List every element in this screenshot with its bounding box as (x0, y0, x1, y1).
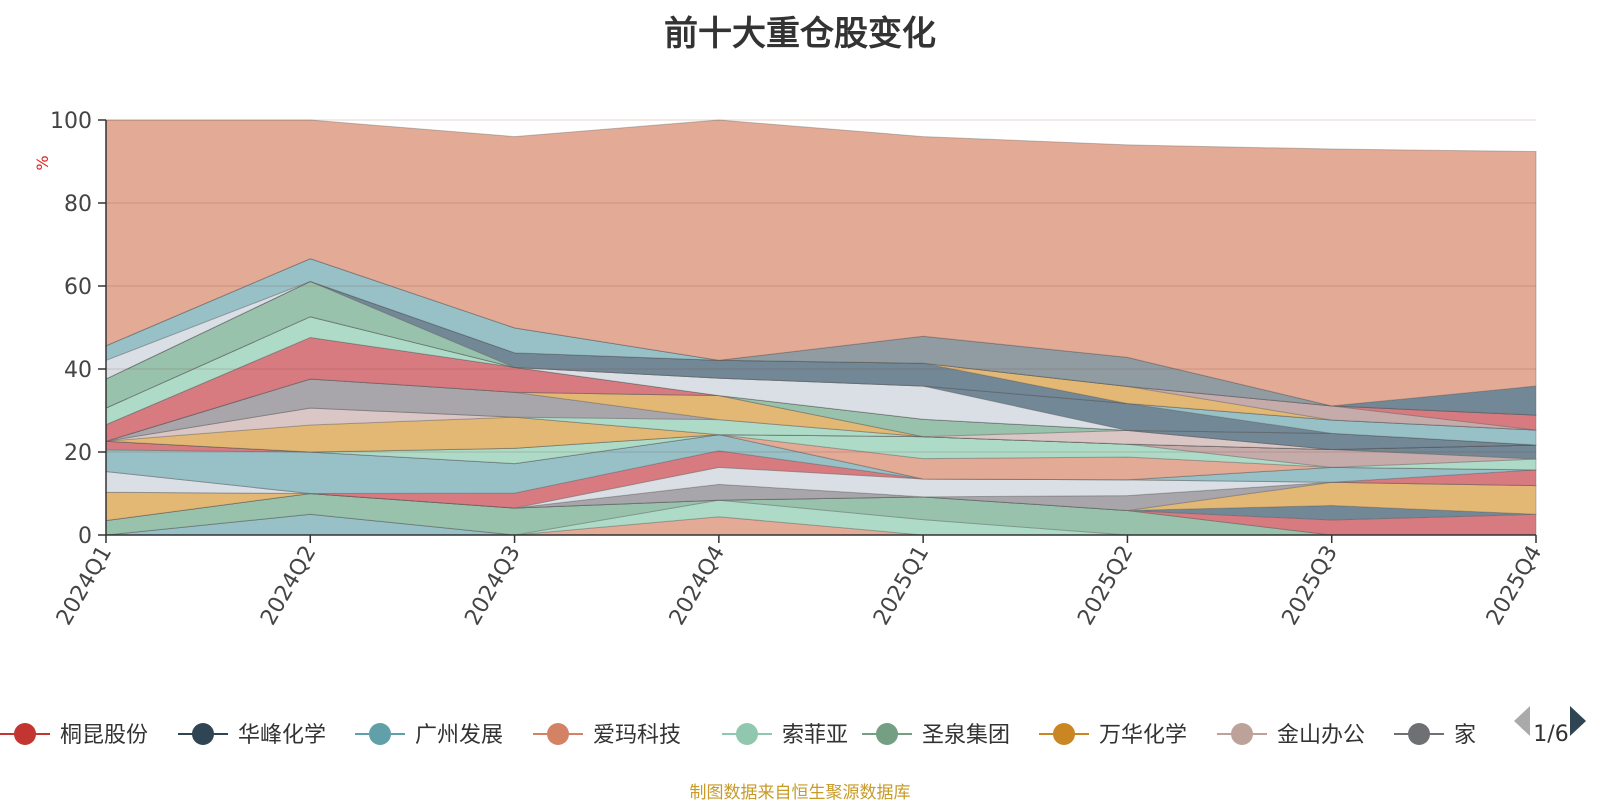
legend-item[interactable]: 圣泉集团 (862, 723, 1010, 748)
y-tick-label: 60 (64, 275, 92, 300)
x-tick-label: 2024Q4 (665, 542, 730, 630)
x-tick-label: 2024Q3 (460, 542, 525, 630)
legend-item[interactable]: 万华化学 (1039, 723, 1187, 748)
axes (105, 120, 1536, 536)
area-series-38 (105, 258, 1537, 416)
legend-marker-icon (369, 723, 391, 745)
legend-marker-icon (547, 723, 569, 745)
x-tick-label: 2024Q2 (256, 542, 321, 630)
x-tick-label: 2025Q1 (869, 542, 934, 630)
stacked-areas (105, 119, 1537, 536)
legend-label: 华峰化学 (238, 723, 326, 748)
x-tick-labels: 2024Q1 2024Q2 2024Q3 2024Q4 2025Q1 2025Q2 2025… (52, 535, 1547, 630)
chart-title: 前十大重仓股变化 (664, 14, 936, 54)
source-note: 制图数据来自恒生聚源数据库 (689, 783, 911, 803)
x-tick-label: 2024Q1 (52, 542, 117, 630)
y-tick-label: 100 (50, 109, 92, 134)
area-series-26 (105, 316, 1537, 446)
x-tick-label: 2025Q4 (1482, 542, 1547, 630)
legend-label: 圣泉集团 (922, 723, 1010, 748)
legend-label: 万华化学 (1099, 723, 1187, 748)
legend-page-indicator: 1/6 (1533, 722, 1568, 747)
legend-next-icon[interactable] (1570, 706, 1586, 736)
y-tick-label: 40 (64, 358, 92, 383)
legend-marker-icon (1053, 723, 1075, 745)
x-tick-label: 2025Q3 (1278, 542, 1343, 630)
legend-label: 爱玛科技 (593, 723, 681, 748)
legend-label: 索菲亚 (782, 723, 848, 748)
legend-item[interactable]: 索菲亚 (722, 723, 848, 748)
area-series-39 (105, 119, 1537, 407)
legend-marker-icon (1408, 723, 1430, 745)
legend-item[interactable]: 华峰化学 (178, 723, 326, 748)
area-series-36 (105, 258, 1537, 416)
legend-marker-icon (14, 723, 36, 745)
legend-marker-icon (876, 723, 898, 745)
legend-label: 家 (1454, 723, 1476, 748)
y-tick-label: 0 (78, 524, 92, 549)
legend: 桐昆股份 华峰化学 广州发展 爱玛科技 索菲亚 圣泉集团 万华化学 金山办公 家 (0, 723, 1476, 748)
y-tick-labels: 0 20 40 60 80 100 (50, 109, 106, 549)
legend-item[interactable]: 爱玛科技 (533, 723, 681, 748)
legend-item[interactable]: 家 (1394, 723, 1476, 748)
legend-marker-icon (736, 723, 758, 745)
legend-item[interactable]: 金山办公 (1217, 723, 1365, 748)
legend-label: 桐昆股份 (60, 723, 148, 748)
y-axis-unit: % (33, 155, 52, 170)
legend-item[interactable]: 桐昆股份 (0, 723, 148, 748)
legend-pager: 1/6 (1514, 706, 1586, 747)
grid-lines (106, 119, 1536, 453)
y-tick-label: 20 (64, 441, 92, 466)
x-tick-label: 2025Q2 (1073, 542, 1138, 630)
legend-prev-icon[interactable] (1514, 706, 1530, 736)
legend-label: 金山办公 (1277, 723, 1365, 748)
legend-marker-icon (1231, 723, 1253, 745)
y-tick-label: 80 (64, 192, 92, 217)
legend-marker-icon (192, 723, 214, 745)
legend-item[interactable]: 广州发展 (355, 723, 503, 748)
legend-label: 广州发展 (415, 723, 503, 748)
